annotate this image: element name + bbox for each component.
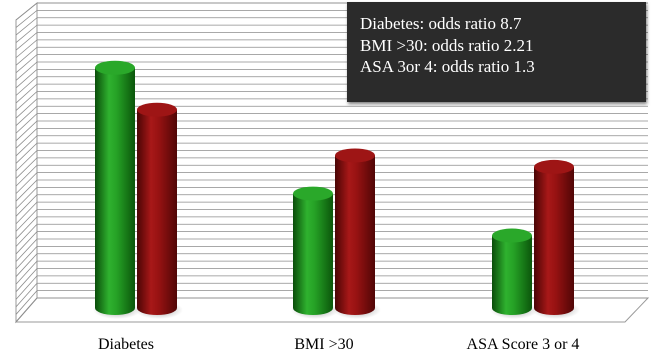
side-wall: [15, 1, 38, 324]
annotation-asa: ASA 3or 4: odds ratio 1.3: [360, 57, 535, 76]
bar-red-0: [135, 102, 183, 319]
bar-body: [534, 166, 574, 315]
gridline-side: [15, 39, 38, 59]
gridline-side: [15, 10, 38, 28]
gridline-side: [15, 268, 38, 293]
gridline-side: [15, 128, 38, 149]
gridline-side: [15, 83, 38, 104]
gridline-side: [15, 113, 38, 134]
bar-green-0: [93, 60, 141, 319]
gridline-side: [15, 216, 38, 240]
bar-cap: [137, 102, 177, 117]
gridline-side: [15, 209, 38, 232]
gridline-side: [15, 238, 38, 262]
gridline-side: [15, 194, 38, 217]
gridline-side: [15, 260, 38, 285]
gridline-side: [15, 223, 38, 247]
gridline-side: [15, 69, 38, 89]
gridline-side: [15, 187, 38, 210]
gridline-side: [15, 201, 38, 225]
bar-cap: [293, 186, 333, 201]
gridline-side: [15, 76, 38, 96]
gridline-side: [15, 179, 38, 202]
bar-green-2: [490, 228, 538, 319]
gridline-side: [15, 290, 38, 315]
gridline-side: [15, 246, 38, 270]
gridline-side: [15, 157, 38, 179]
annotation-diabetes: Diabetes: odds ratio 8.7: [360, 14, 522, 33]
bar-cap: [534, 159, 574, 174]
gridline-side: [15, 275, 38, 300]
gridline-side: [15, 61, 38, 81]
bar-cap: [492, 228, 532, 243]
bar-cap: [95, 60, 135, 75]
gridline-side: [15, 142, 38, 164]
gridline-side: [15, 91, 38, 111]
gridline-side: [15, 32, 38, 51]
gridline-side: [15, 172, 38, 194]
gridline-side: [15, 46, 38, 66]
category-label-0: Diabetes: [98, 336, 154, 353]
gridline-side: [15, 105, 38, 126]
gridline-side: [15, 120, 38, 142]
gridline-side: [15, 164, 38, 187]
gridline-side: [15, 17, 38, 36]
gridline-side: [15, 231, 38, 255]
category-label-1: BMI >30: [294, 336, 353, 353]
bar-body: [293, 193, 333, 315]
gridline-side: [15, 135, 38, 157]
bar-body: [137, 109, 177, 315]
bar-green-1: [291, 186, 339, 319]
gridline-side: [15, 297, 38, 323]
gridline-side: [15, 24, 38, 43]
category-labels: Diabetes BMI >30 ASA Score 3 or 4: [98, 336, 579, 353]
gridline-side: [15, 282, 38, 308]
bar-cap: [335, 148, 375, 163]
bar-body: [335, 155, 375, 315]
bars: [93, 60, 580, 319]
bar-body: [95, 67, 135, 315]
category-label-2: ASA Score 3 or 4: [467, 336, 580, 353]
gridline-side: [15, 150, 38, 172]
gridline-side: [15, 253, 38, 277]
annotation-bmi: BMI >30: odds ratio 2.21: [360, 35, 534, 55]
gridline-side: [15, 98, 38, 119]
annotation-box: Diabetes: odds ratio 8.7 BMI >30: odds r…: [347, 2, 646, 102]
gridline-side: [15, 54, 38, 74]
bar-body: [492, 235, 532, 315]
bar-red-2: [532, 159, 580, 319]
gridline-side: [15, 2, 38, 21]
bar-red-1: [333, 148, 381, 319]
